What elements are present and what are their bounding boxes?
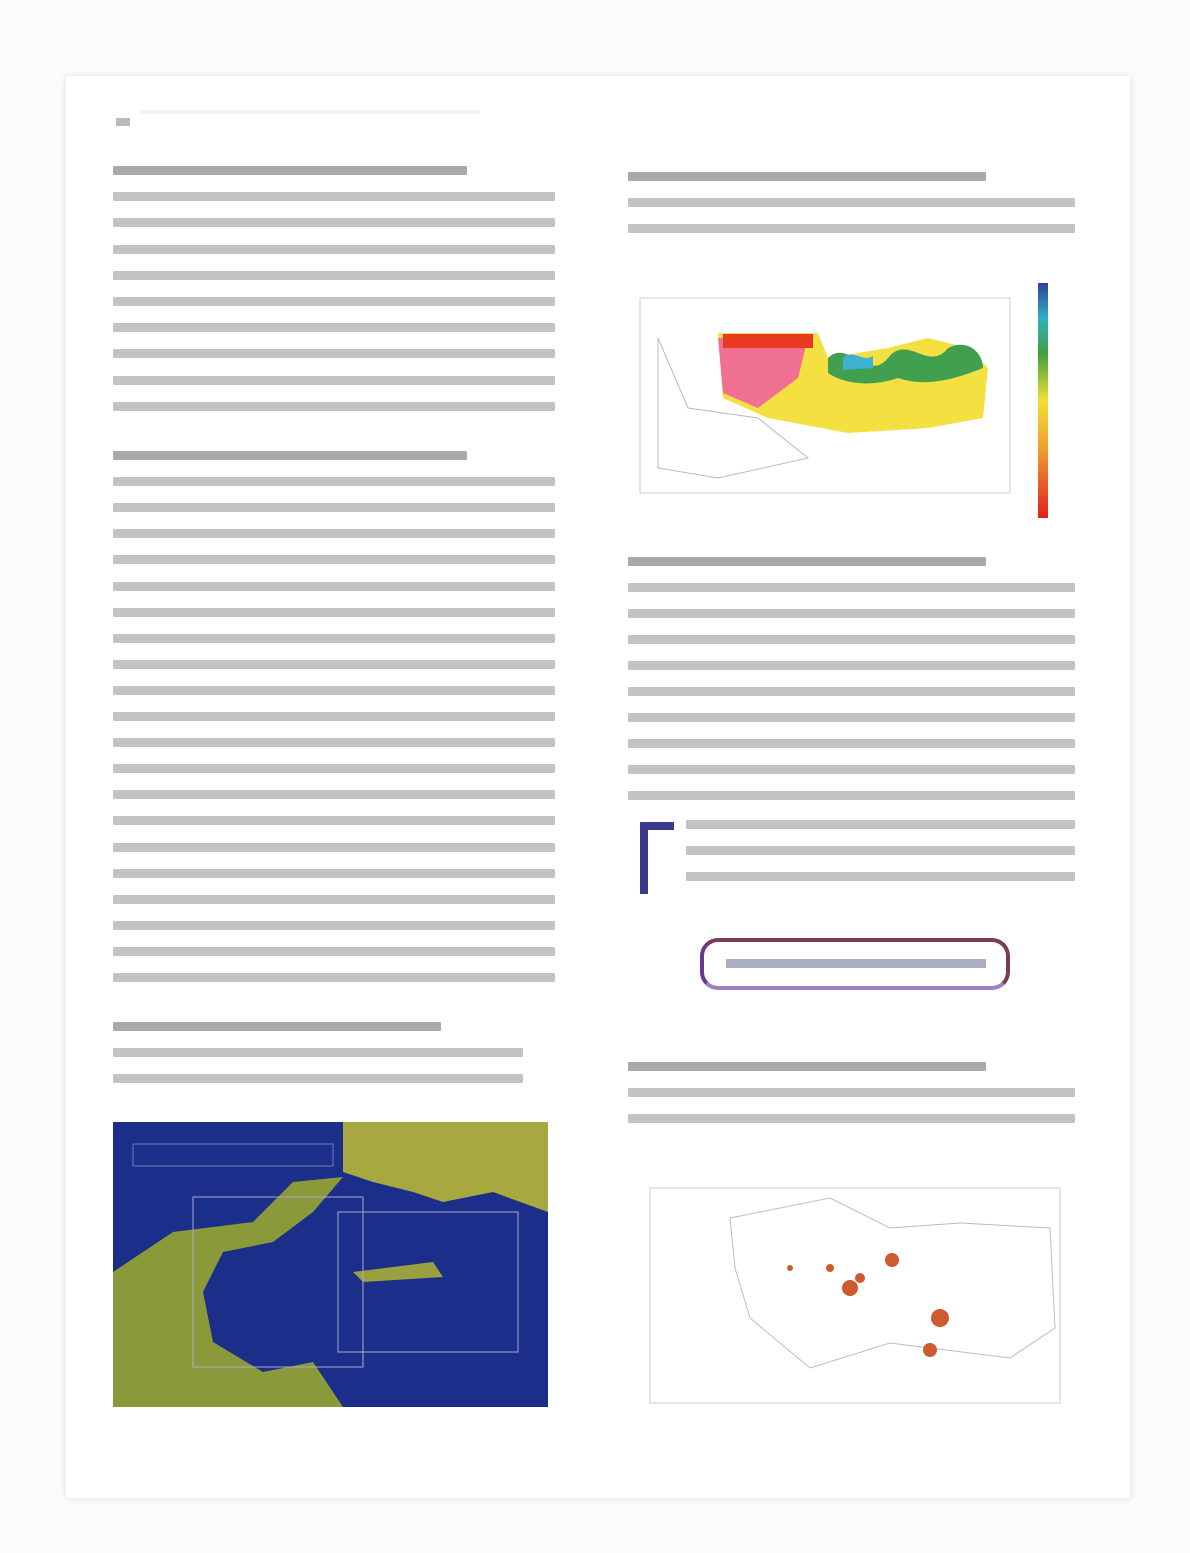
scatter-point xyxy=(885,1253,899,1267)
section-heading xyxy=(628,172,986,181)
text-line xyxy=(686,872,1075,881)
text-line xyxy=(113,1048,523,1057)
text-line xyxy=(113,842,555,852)
text-line xyxy=(686,846,1075,855)
heatmap-region-red xyxy=(723,334,813,348)
land-west xyxy=(113,1177,343,1407)
text-line xyxy=(113,764,555,774)
section-heading xyxy=(628,1062,986,1071)
running-header-rule xyxy=(140,110,480,114)
text-line xyxy=(113,816,555,826)
section-heading xyxy=(113,166,467,175)
scatter-point xyxy=(842,1280,858,1296)
text-line xyxy=(113,659,555,669)
text-line xyxy=(113,555,555,565)
drop-cap-bracket-icon xyxy=(640,822,674,894)
text-line xyxy=(113,894,555,904)
map-frame xyxy=(649,1187,1061,1404)
text-line xyxy=(113,790,555,800)
text-line xyxy=(113,920,555,930)
map-legend xyxy=(132,1143,334,1167)
text-line xyxy=(628,224,1075,233)
text-line xyxy=(628,1114,1075,1123)
text-line xyxy=(113,349,555,359)
land-north xyxy=(343,1122,548,1212)
text-line xyxy=(113,244,555,254)
text-line xyxy=(113,712,555,721)
heatmap-outline xyxy=(657,337,810,479)
text-line xyxy=(113,477,555,487)
text-line xyxy=(113,270,555,280)
heatmap-region-pink xyxy=(718,338,808,408)
page-number xyxy=(116,118,130,126)
section-heading xyxy=(113,451,467,460)
text-line xyxy=(628,198,1075,207)
heatmap-region-cyan xyxy=(843,354,873,370)
callout-box xyxy=(700,938,1010,990)
epicenter-map-figure xyxy=(649,1187,1061,1404)
heatmap-colorbar xyxy=(1038,283,1048,518)
section-heading xyxy=(113,1022,441,1031)
text-line xyxy=(113,297,555,306)
scatter-point xyxy=(826,1264,834,1272)
text-line xyxy=(113,685,555,695)
map-frame-inner xyxy=(192,1196,364,1368)
map-frame-outer xyxy=(337,1211,519,1353)
text-line xyxy=(113,607,555,617)
text-line xyxy=(113,868,555,878)
text-line xyxy=(113,375,555,385)
text-line xyxy=(628,583,1075,592)
text-line xyxy=(628,713,1075,722)
text-line xyxy=(113,529,555,539)
text-line xyxy=(113,192,555,202)
heatmap-figure xyxy=(639,283,1048,518)
heatmap-region-green xyxy=(828,344,983,384)
island xyxy=(353,1262,443,1282)
text-line xyxy=(628,791,1075,800)
section-heading xyxy=(628,557,986,566)
text-line xyxy=(113,581,555,591)
text-line xyxy=(628,739,1075,748)
text-line xyxy=(113,973,555,982)
text-line xyxy=(628,765,1075,774)
text-line xyxy=(628,687,1075,696)
scatter-point xyxy=(787,1265,793,1271)
text-line xyxy=(113,738,555,748)
text-line xyxy=(113,633,555,643)
scatter-point xyxy=(923,1343,937,1357)
scatter-point xyxy=(855,1273,865,1283)
satellite-map-figure xyxy=(113,1122,548,1407)
text-line xyxy=(628,635,1075,644)
scatter-point xyxy=(931,1309,949,1327)
text-line xyxy=(113,323,555,333)
text-line xyxy=(113,503,555,513)
region-outline xyxy=(729,1197,1056,1369)
text-line xyxy=(686,820,1075,829)
text-line xyxy=(113,401,555,411)
text-line xyxy=(628,609,1075,618)
scatter-points xyxy=(787,1253,949,1357)
text-line xyxy=(113,1074,523,1083)
text-line xyxy=(628,661,1075,670)
text-line xyxy=(113,218,555,228)
text-line xyxy=(628,1088,1075,1097)
text-line xyxy=(113,946,555,956)
